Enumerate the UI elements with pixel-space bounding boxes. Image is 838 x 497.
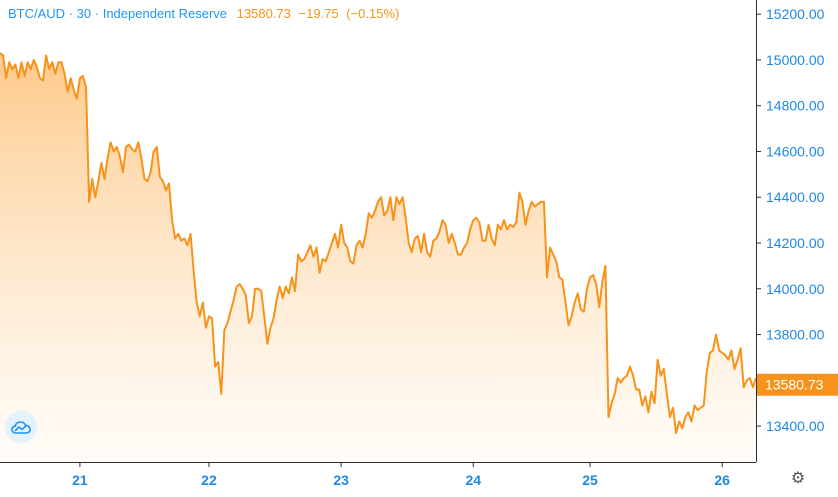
y-tick-label: 13800.00: [766, 327, 825, 343]
x-tick-label: 21: [72, 472, 88, 488]
gear-icon[interactable]: ⚙: [790, 470, 806, 487]
x-tick-label: 22: [201, 472, 217, 488]
x-tick-label: 24: [465, 472, 481, 488]
y-tick-label: 14200.00: [766, 235, 825, 251]
y-tick-label: 14600.00: [766, 143, 825, 159]
last-price-text: 13580.73: [236, 6, 291, 21]
y-tick-label: 13400.00: [766, 418, 825, 434]
separator-text: ·: [94, 6, 100, 21]
y-tick-label: 15200.00: [766, 6, 825, 22]
price-values: 13580.73 −19.75 (−0.15%): [237, 6, 404, 21]
price-area-fill: [0, 53, 756, 463]
x-tick-label: 23: [333, 472, 349, 488]
symbol-text: BTC/AUD: [8, 6, 66, 21]
exchange-text: Independent Reserve: [102, 6, 228, 21]
interval-text: 30: [76, 6, 92, 21]
change-pct-text: (−0.15%): [346, 6, 400, 21]
separator-text: ·: [68, 6, 74, 21]
y-tick-label: 14400.00: [766, 189, 825, 205]
change-text: −19.75: [298, 6, 339, 21]
tradingview-cloud-icon[interactable]: [5, 411, 37, 443]
last-price-label: 13580.73: [765, 377, 824, 393]
chart-legend: BTC/AUD · 30 · Independent Reserve 13580…: [8, 6, 403, 21]
last-price-marker: [757, 373, 838, 396]
y-tick-label: 14800.00: [766, 98, 825, 114]
x-tick-label: 25: [582, 472, 598, 488]
x-tick-label: 26: [714, 472, 730, 488]
price-line: [0, 52, 757, 434]
y-tick-label: 14000.00: [766, 281, 825, 297]
y-tick-label: 15000.00: [766, 52, 825, 68]
